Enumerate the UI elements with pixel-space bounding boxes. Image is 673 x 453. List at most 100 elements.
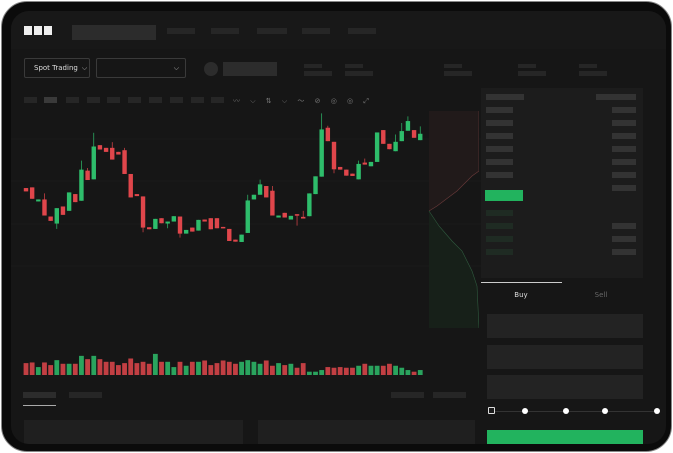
tab-buy[interactable]: Buy [514,291,528,299]
tab-underline [23,405,56,406]
volume-bar [368,365,374,375]
candle-down [362,162,367,165]
candle-up [239,234,244,242]
volume-bar [288,363,294,375]
okx-logo[interactable] [24,26,52,35]
candle-down [214,218,220,229]
market-type-select[interactable]: Spot Trading ⌵ [24,58,90,78]
candle-up [368,161,374,167]
volume-bar [239,361,244,375]
filter-button[interactable] [433,392,466,398]
timeframe-button[interactable] [66,97,79,103]
volume-bar [72,363,78,375]
candle-up [196,219,201,231]
amount-slider[interactable] [491,411,657,412]
candle-down [23,188,29,192]
chevron-down-icon: ⌵ [81,63,88,72]
candle-up [245,200,250,233]
total-input[interactable] [487,375,643,399]
tab-sell[interactable]: Sell [594,291,608,299]
candle-up [66,192,72,211]
volume-bar [374,365,380,375]
candle-down [97,145,103,150]
ask-amount [612,159,636,165]
timeframe-button[interactable] [211,97,224,103]
volume-bar [233,363,238,375]
search-bar[interactable] [72,25,156,40]
slider-step[interactable] [522,408,528,414]
trade-tabs: Buy Sell [481,291,641,299]
slider-step[interactable] [654,408,660,414]
candle-down [220,226,226,229]
candle-down [85,170,90,181]
timeframe-button[interactable] [191,97,204,103]
volume-bar [405,370,411,375]
nav-item[interactable] [348,28,376,34]
volume-bar [48,365,54,375]
candle-down [110,147,115,160]
volume-bar [116,365,121,375]
candle-down [159,218,164,224]
timeframe-button[interactable] [149,97,162,103]
volume-bar [103,361,109,375]
ask-price [486,107,513,113]
volume-bar [23,363,29,375]
timeframe-button[interactable] [170,97,183,103]
candle-down [48,216,53,221]
candle-down [60,206,66,215]
candle-down [344,169,349,176]
coin-icon [204,62,218,76]
volume-bar [220,360,226,375]
nav-item[interactable] [211,28,239,34]
candle-down [387,143,392,150]
tab-order-history[interactable] [69,392,102,398]
assets-panel [258,420,475,444]
volume-bar [276,363,281,375]
candlestick-chart[interactable] [11,109,481,379]
volume-bar [171,367,177,375]
candle-up [374,132,380,162]
nav-item[interactable] [257,28,287,34]
price-input[interactable] [487,314,643,338]
volume-bar [42,362,47,375]
candle-down [270,190,275,216]
volume-bar [411,371,417,375]
nav-item[interactable] [167,28,195,34]
ask-amount [612,185,636,191]
volume-bar [257,363,263,375]
stat-label [304,64,322,68]
slider-step[interactable] [602,408,608,414]
market-type-label: Spot Trading [34,64,78,72]
pair-select[interactable]: ⌵ [96,58,186,78]
volume-bar [140,361,146,375]
filter-button[interactable] [391,392,424,398]
bid-amount [612,223,636,229]
volume-bar [165,361,171,375]
candle-down [350,173,355,176]
volume-bar [282,365,288,375]
chart-tools[interactable]: 〰 ⌵ ⇅ ⌵ 〜 ⊘ ◎ ◎ ⤢ [233,97,373,105]
volume-bar [214,363,220,375]
buy-button[interactable] [487,430,643,444]
timeframe-button[interactable] [87,97,100,103]
volume-bar [331,367,337,375]
header-price [486,94,524,100]
volume-bar [208,365,214,375]
candle-down [202,219,207,222]
candle-down [411,130,417,138]
timeframe-button[interactable] [24,97,37,103]
volume-bar [109,361,115,375]
candle-down [29,187,35,199]
timeframe-button[interactable] [128,97,141,103]
ask-amount [612,133,636,139]
nav-item[interactable] [302,28,330,34]
slider-handle[interactable] [488,407,495,414]
slider-step[interactable] [563,408,569,414]
timeframe-button[interactable] [44,97,57,103]
amount-input[interactable] [487,345,643,369]
tab-open-orders[interactable] [23,392,56,398]
bid-amount [612,249,636,255]
stat-value [579,71,607,76]
timeframe-button[interactable] [107,97,120,103]
